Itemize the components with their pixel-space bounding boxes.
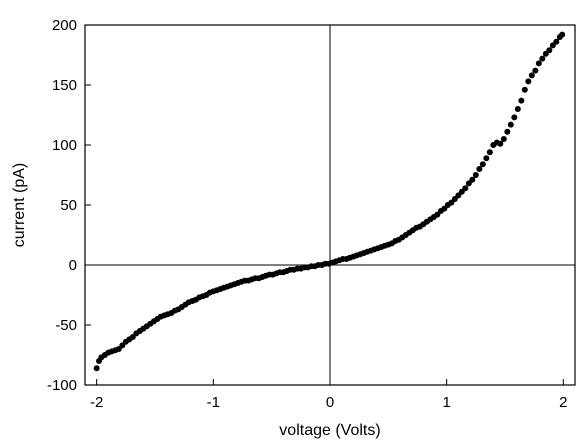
y-tick-label: 100 — [52, 137, 77, 154]
x-tick-label: 0 — [326, 394, 334, 411]
y-tick-label: 150 — [52, 77, 77, 94]
data-point — [525, 78, 532, 85]
x-tick-label: -1 — [207, 394, 220, 411]
data-point — [472, 172, 479, 178]
data-point — [539, 55, 546, 62]
data-point — [511, 114, 518, 121]
y-tick-label: -100 — [47, 377, 77, 394]
y-axis-ticks: -100 -50 0 50 100 150 200 — [47, 17, 91, 394]
data-point — [500, 136, 507, 142]
data-point — [546, 47, 553, 54]
data-point — [532, 67, 539, 74]
x-axis-ticks: -2 -1 0 1 2 — [90, 379, 568, 411]
y-tick-label: 50 — [60, 197, 77, 214]
data-point — [521, 86, 528, 93]
y-tick-label: -50 — [55, 317, 77, 334]
data-point — [535, 60, 542, 67]
data-point — [483, 155, 490, 162]
y-tick-label: 200 — [52, 17, 77, 34]
data-point — [507, 121, 514, 128]
data-point — [479, 161, 486, 168]
data-point — [514, 106, 521, 112]
data-point — [497, 140, 504, 147]
data-point — [504, 128, 511, 135]
x-tick-label: 1 — [442, 394, 450, 411]
data-point — [486, 149, 493, 156]
y-axis-title: current (pA) — [11, 163, 28, 247]
data-point — [469, 176, 476, 183]
y-tick-label: 0 — [69, 257, 77, 274]
data-point — [559, 31, 566, 38]
data-point — [476, 166, 483, 172]
data-point — [93, 365, 100, 372]
data-point — [518, 97, 525, 104]
data-point — [553, 38, 560, 45]
data-point — [462, 185, 469, 192]
data-point — [528, 72, 535, 79]
x-tick-label: -2 — [90, 394, 103, 411]
x-tick-label: 2 — [559, 394, 567, 411]
x-axis-title: voltage (Volts) — [279, 422, 380, 439]
data-points — [93, 31, 566, 372]
